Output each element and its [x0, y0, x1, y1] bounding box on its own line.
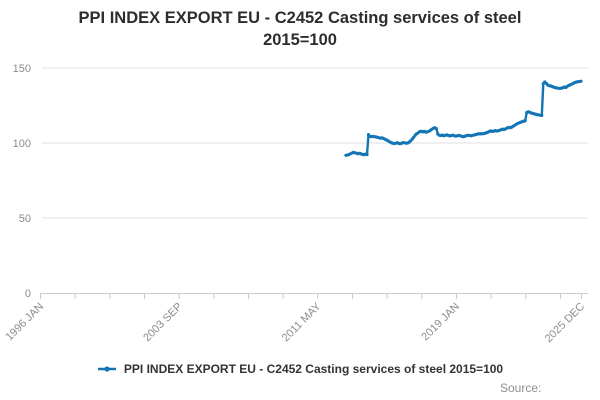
y-axis: 0 50 100 150 — [13, 63, 31, 300]
x-tick-label: 2025 DEC — [543, 301, 587, 345]
chart-subtitle: 2015=100 — [263, 31, 337, 49]
series-point — [579, 79, 583, 83]
series-point — [434, 127, 438, 131]
gridlines — [42, 67, 588, 219]
y-tick-label: 150 — [13, 63, 31, 75]
legend-line-marker-icon — [97, 366, 116, 372]
chart-title: PPI INDEX EXPORT EU - C2452 Casting serv… — [78, 9, 522, 27]
y-tick-label: 0 — [25, 288, 31, 300]
series-point — [540, 113, 544, 117]
x-tick-label: 2019 JAN — [419, 301, 462, 344]
y-tick-label: 100 — [13, 138, 31, 150]
series-point — [365, 153, 369, 157]
series-line — [344, 80, 583, 157]
x-tick-label: 1996 JAN — [3, 301, 46, 344]
legend-item[interactable]: PPI INDEX EXPORT EU - C2452 Casting serv… — [97, 362, 503, 376]
x-tick-label: 2003 SEP — [141, 301, 185, 345]
chart-title-block: PPI INDEX EXPORT EU - C2452 Casting serv… — [0, 7, 600, 51]
x-axis: 1996 JAN 2003 SEP 2011 MAY 2019 JAN 2025 DEC — [3, 293, 588, 345]
x-tick-label: 2011 MAY — [280, 300, 324, 344]
source-label: Source: — [500, 381, 542, 395]
chart-legend: PPI INDEX EXPORT EU - C2452 Casting serv… — [0, 362, 600, 376]
legend-label: PPI INDEX EXPORT EU - C2452 Casting serv… — [123, 362, 504, 376]
series-point — [523, 119, 527, 123]
y-tick-label: 50 — [19, 213, 31, 225]
data-series — [344, 79, 583, 157]
